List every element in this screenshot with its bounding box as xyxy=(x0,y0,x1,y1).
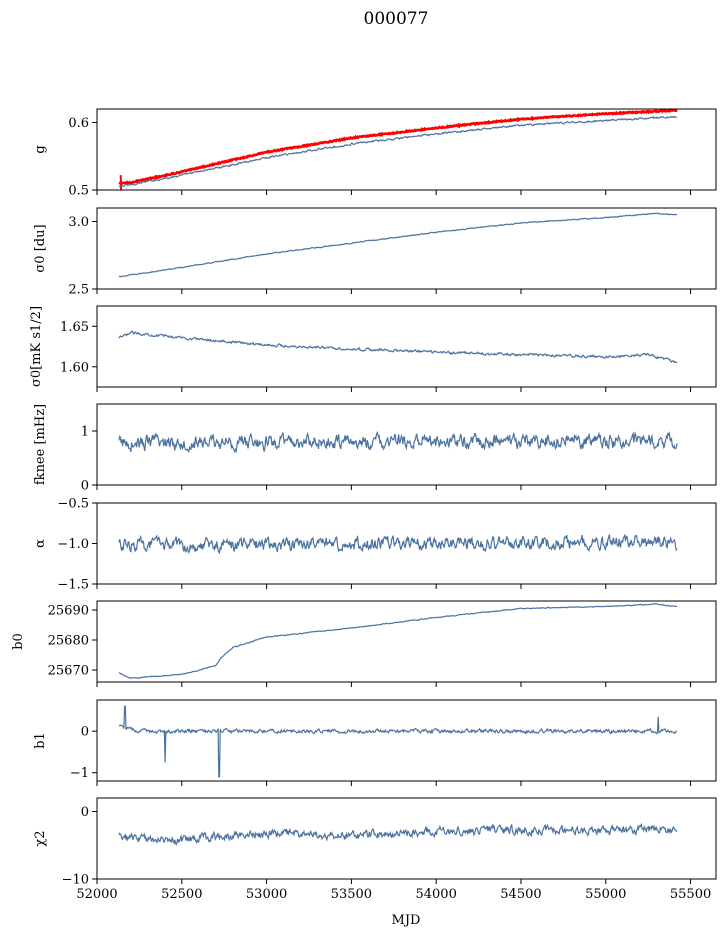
series-chi2 xyxy=(118,822,678,846)
panel-chi2: −10 0 52000 52500 53000 53500 54000 54500 55000 5… xyxy=(33,797,717,902)
panel-sigma0_du: 2.5 3.0 σ0 [du] xyxy=(33,207,717,298)
figure-title: 000077 xyxy=(364,9,429,29)
panel-frame-chi2 xyxy=(96,797,717,880)
x-tick-label-7: 55500 xyxy=(670,887,711,902)
y-axis-label-alpha: α xyxy=(33,539,48,548)
x-axis-label: MJD xyxy=(392,913,421,928)
y-tick-label-fknee-0: 0 xyxy=(81,479,89,494)
panel-frame-fknee xyxy=(96,403,717,486)
panel-frame-sigma0_mk xyxy=(96,305,717,388)
series-alpha xyxy=(118,534,678,555)
y-axis-label-sigma0_mk: σ0[mK s1/2] xyxy=(29,306,44,387)
x-tick-label-3: 53500 xyxy=(331,887,372,902)
y-tick-label-fknee-1: 1 xyxy=(81,425,89,440)
series-b1 xyxy=(118,705,678,778)
series-sigma0_du xyxy=(118,212,678,278)
panel-frame-b1 xyxy=(96,699,717,782)
y-tick-label-b0-1: 25680 xyxy=(48,634,89,649)
series-g-red xyxy=(118,109,678,186)
series-b0 xyxy=(118,602,677,679)
series-sigma0_mk xyxy=(118,330,678,364)
y-tick-label-sigma0_mk-1: 1.65 xyxy=(60,320,89,335)
panel-frame-sigma0_du xyxy=(96,207,717,290)
y-tick-label-b1-1: 0 xyxy=(81,725,89,740)
y-tick-label-b1-0: −1 xyxy=(70,766,89,781)
y-tick-label-sigma0_mk-0: 1.60 xyxy=(60,360,89,375)
panel-fknee: 0 1 fknee [mHz] xyxy=(33,403,717,494)
series-fknee xyxy=(118,430,678,454)
y-axis-label-b1: b1 xyxy=(33,732,48,749)
panel-b0: 25670 25680 25690 b0 xyxy=(11,600,717,687)
y-tick-label-g-0: 0.5 xyxy=(68,184,89,199)
y-tick-label-chi2-0: −10 xyxy=(62,873,89,888)
y-tick-label-g-1: 0.6 xyxy=(68,116,89,131)
y-tick-label-sigma0_du-0: 2.5 xyxy=(68,283,89,298)
y-axis-label-g: g xyxy=(33,145,48,153)
panel-b1: −1 0 b1 xyxy=(33,699,717,786)
y-axis-label-chi2: χ2 xyxy=(33,830,48,846)
panel-frame-g xyxy=(96,108,717,191)
panel-alpha: −1.5 −1.0 −0.5 α xyxy=(33,497,717,593)
x-tick-label-1: 52500 xyxy=(161,887,202,902)
y-tick-label-b0-2: 25690 xyxy=(48,604,89,619)
panel-frame-alpha xyxy=(96,502,717,585)
x-tick-label-0: 52000 xyxy=(76,887,117,902)
x-tick-label-5: 54500 xyxy=(500,887,541,902)
panels-group: 0.5 0.6 g 2.5 3.0 σ0 [du] 1.60 1.65 σ0[mK s1/2] 0… xyxy=(11,108,717,902)
y-tick-label-chi2-1: 0 xyxy=(81,805,89,820)
y-tick-label-alpha-0: −1.5 xyxy=(57,578,89,593)
y-tick-label-alpha-1: −1.0 xyxy=(57,537,89,552)
panel-sigma0_mk: 1.60 1.65 σ0[mK s1/2] xyxy=(29,305,717,392)
x-tick-label-6: 55000 xyxy=(585,887,626,902)
y-axis-label-sigma0_du: σ0 [du] xyxy=(33,224,48,272)
y-tick-label-b0-0: 25670 xyxy=(48,664,89,679)
y-tick-label-alpha-2: −0.5 xyxy=(57,497,89,512)
x-tick-label-4: 54000 xyxy=(415,887,456,902)
y-axis-label-fknee: fknee [mHz] xyxy=(33,404,48,485)
panel-g: 0.5 0.6 g xyxy=(33,108,717,199)
y-axis-label-b0: b0 xyxy=(11,633,26,650)
y-tick-label-sigma0_du-1: 3.0 xyxy=(68,215,89,230)
series-g xyxy=(119,115,678,188)
x-tick-label-2: 53000 xyxy=(246,887,287,902)
panel-frame-b0 xyxy=(96,600,717,683)
